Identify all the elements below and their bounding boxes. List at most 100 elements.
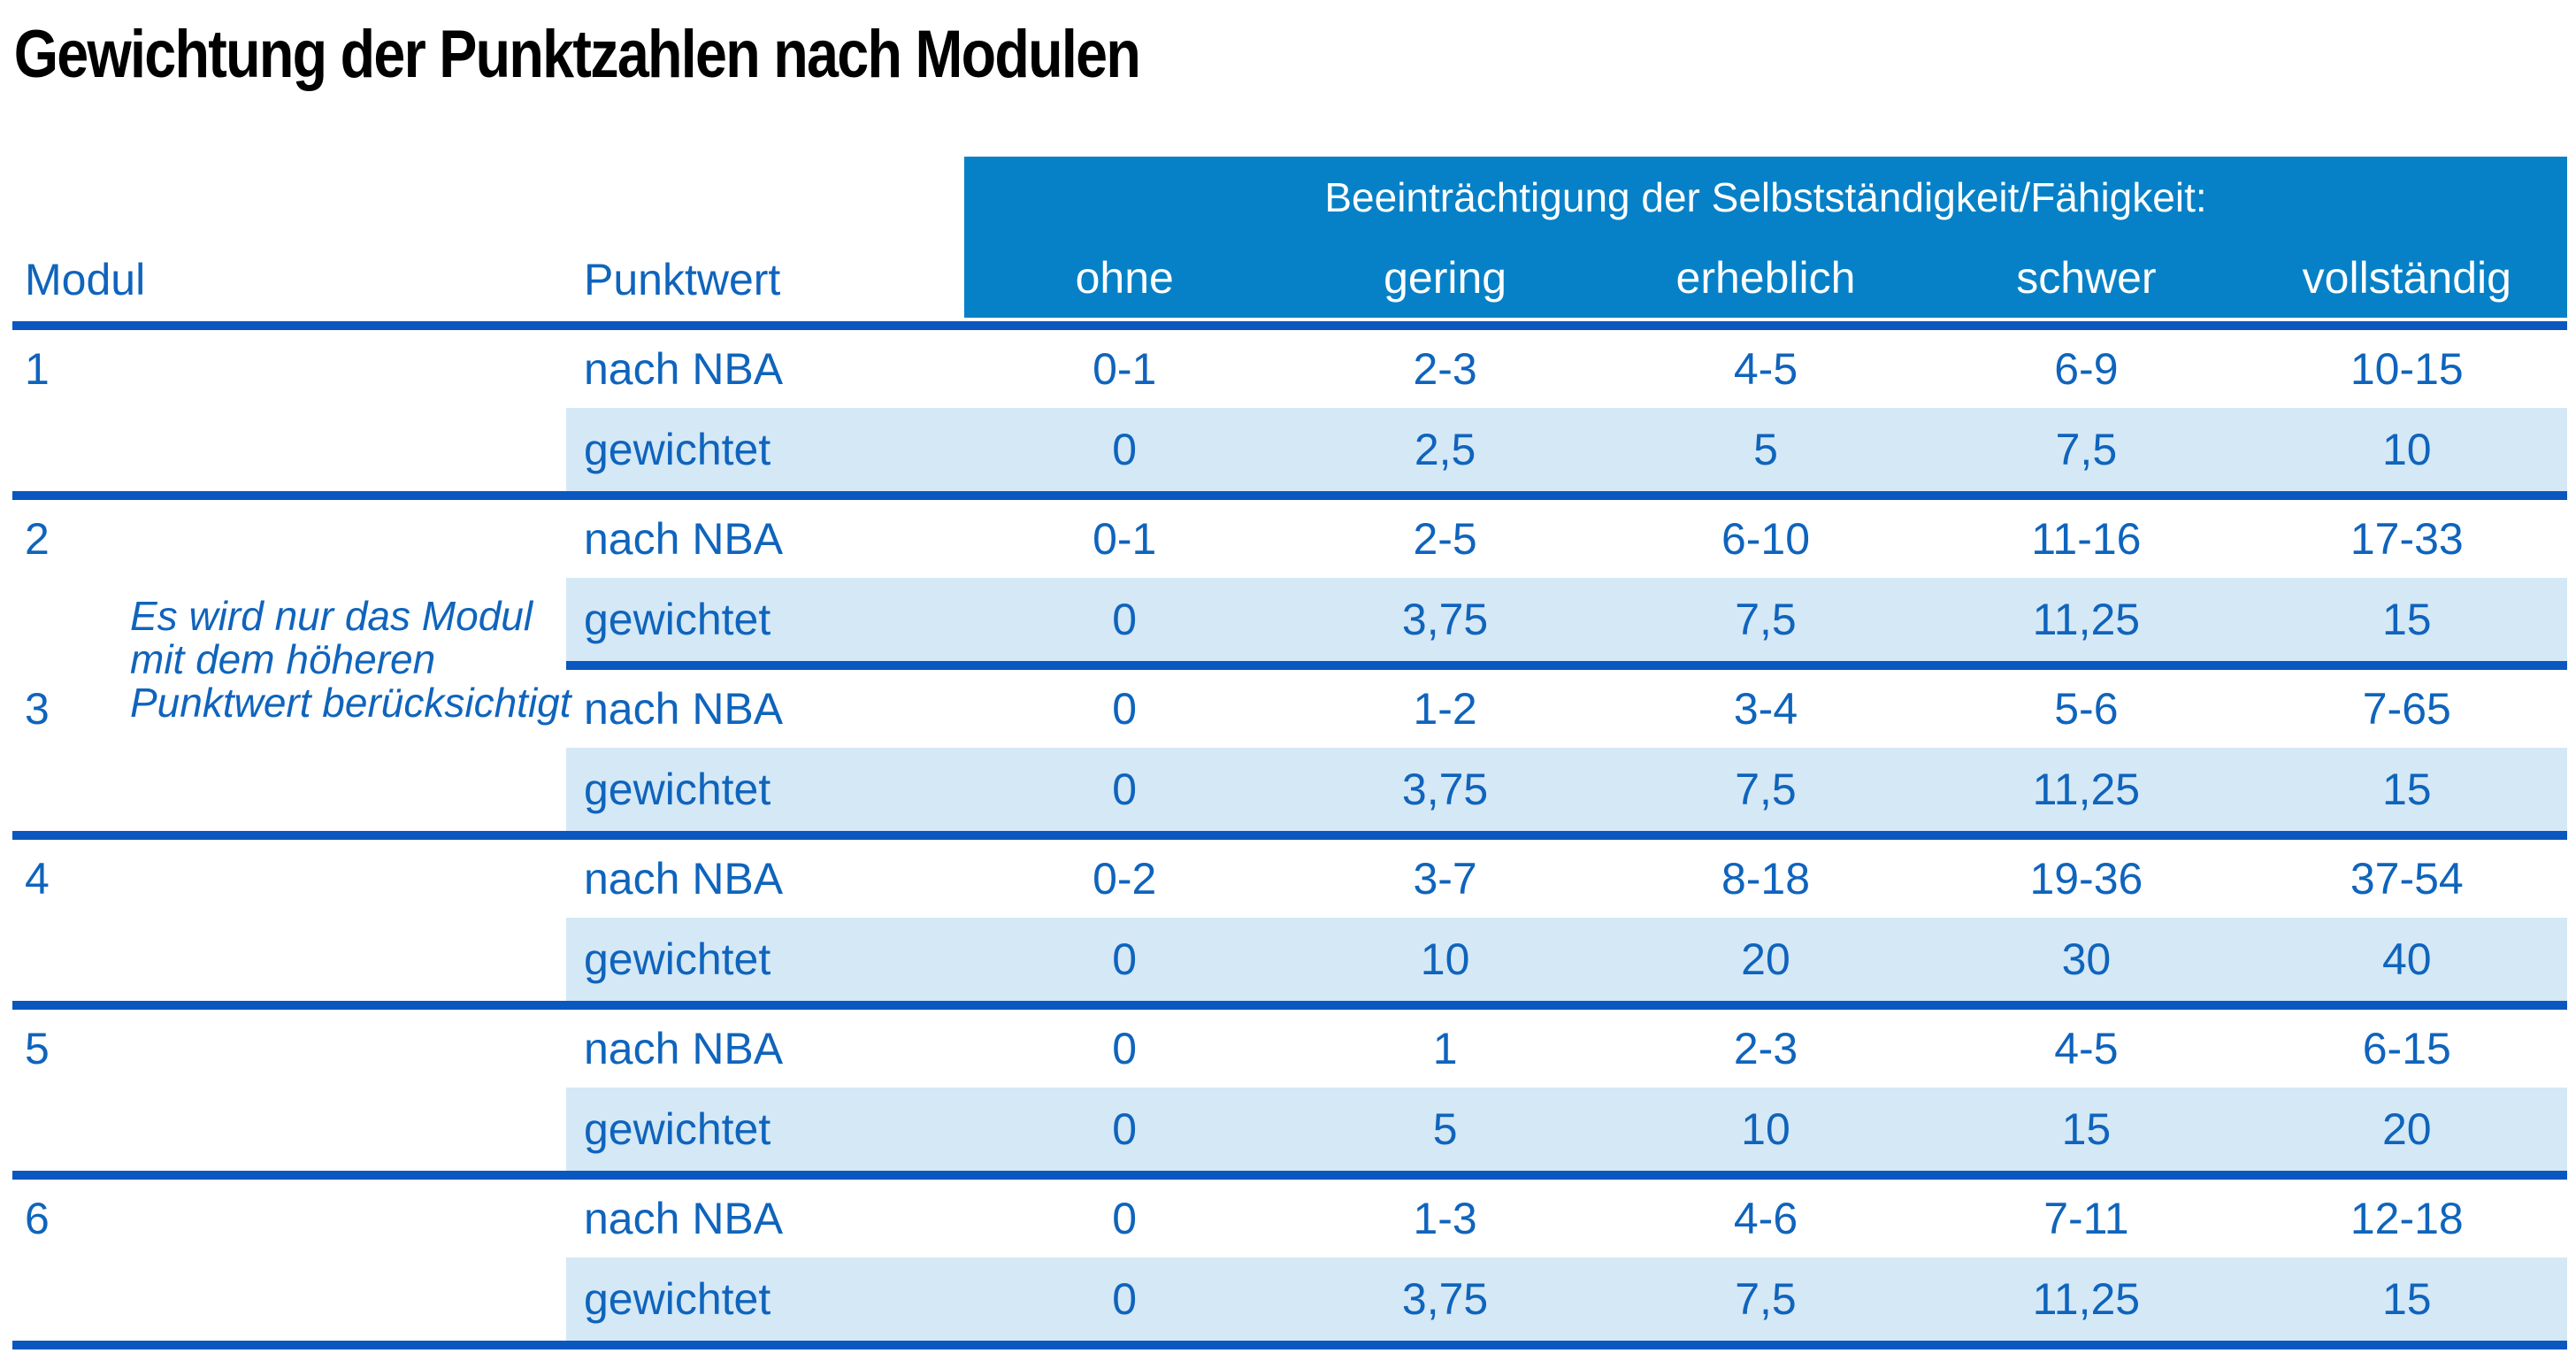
table-row-modul1-nach-nba: 1 nach NBA 0-1 2-3 4-5 6-9 10-15 [12,330,2567,408]
weighting-table: Beeinträchtigung der Selbstständigkeit/F… [12,157,2567,1349]
row-label-nach-nba: nach NBA [584,514,784,564]
score-cell: 4-5 [1733,344,1798,394]
score-cell: 7-11 [2043,1194,2129,1243]
score-cell: 0 [1112,684,1138,734]
score-cell: 37-54 [2350,854,2464,903]
score-cell: 6-10 [1721,514,1811,564]
row-label-nach-nba: nach NBA [584,1194,784,1243]
score-cell: 8-18 [1721,854,1811,903]
score-cell: 0-1 [1092,344,1157,394]
score-cell: 11,25 [1926,578,2247,661]
header-spacer [566,157,964,238]
score-cell: 15 [2246,1257,2567,1341]
score-cell: 3,75 [1284,578,1606,661]
row-label-gewichtet: gewichtet [566,578,964,661]
modul-spacer [12,918,566,1001]
table-row-modul4-gewichtet: gewichtet 0 10 20 30 40 [12,918,2567,1001]
score-cell: 1-2 [1413,684,1477,734]
modul-number: 5 [25,1024,50,1073]
table-row-modul4-nach-nba: 4 nach NBA 0-2 3-7 8-18 19-36 37-54 [12,840,2567,918]
score-cell: 7-65 [2362,684,2451,734]
table-row-modul5-nach-nba: 5 nach NBA 0 1 2-3 4-5 6-15 [12,1010,2567,1088]
row-label-nach-nba: nach NBA [584,1024,784,1073]
table-row-modul6-gewichtet: gewichtet 0 3,75 7,5 11,25 15 [12,1257,2567,1341]
score-cell: 7,5 [1605,578,1927,661]
score-cell: 6-15 [2362,1024,2451,1073]
score-cell: 7,5 [1926,408,2247,491]
row-label-gewichtet: gewichtet [566,748,964,831]
column-header-vollstaendig: vollständig [2246,238,2567,321]
score-cell: 1 [1432,1024,1458,1073]
modul-number: 1 [25,344,50,394]
score-cell: 0 [964,748,1285,831]
score-cell: 0 [964,408,1285,491]
score-cell: 0 [1112,1194,1138,1243]
header-spacer [12,157,566,238]
modul-spacer [12,1088,566,1171]
modul-spacer [12,408,566,491]
score-cell: 2-5 [1413,514,1477,564]
score-cell: 2-3 [1733,1024,1798,1073]
modul-number: 2 [25,514,50,564]
score-cell: 11,25 [1926,1257,2247,1341]
score-cell: 15 [2246,578,2567,661]
score-cell: 2,5 [1284,408,1606,491]
column-header-erheblich: erheblich [1605,238,1927,321]
table-header-band-row: Beeinträchtigung der Selbstständigkeit/F… [12,157,2567,238]
score-cell: 5 [1284,1088,1606,1171]
score-cell: 0-1 [1092,514,1157,564]
column-header-modul: Modul [25,255,146,304]
score-cell: 10 [1605,1088,1927,1171]
score-cell: 4-5 [2054,1024,2119,1073]
header-separator-line [12,321,2567,330]
column-header-schwer: schwer [1926,238,2247,321]
score-cell: 3,75 [1284,748,1606,831]
row-label-nach-nba: nach NBA [584,344,784,394]
score-cell: 3-7 [1413,854,1477,903]
page-title: Gewichtung der Punktzahlen nach Modulen [13,17,1141,92]
score-cell: 10-15 [2350,344,2464,394]
row-label-gewichtet: gewichtet [566,918,964,1001]
modul-number: 6 [25,1194,50,1243]
row-label-gewichtet: gewichtet [566,1257,964,1341]
score-cell: 6-9 [2054,344,2119,394]
score-cell: 0 [1112,1024,1138,1073]
score-cell: 3,75 [1284,1257,1606,1341]
table-row-modul2-nach-nba: 2 nach NBA 0-1 2-5 6-10 11-16 17-33 [12,500,2567,578]
row-label-gewichtet: gewichtet [566,408,964,491]
modul-spacer [12,748,566,831]
score-cell: 40 [2246,918,2567,1001]
table-row-modul3-gewichtet: gewichtet 0 3,75 7,5 11,25 15 [12,748,2567,831]
score-cell: 30 [1926,918,2247,1001]
score-cell: 12-18 [2350,1194,2464,1243]
band-header-label: Beeinträchtigung der Selbstständigkeit/F… [964,157,2567,238]
note-line: mit dem höheren [130,636,436,682]
score-cell: 0 [964,1088,1285,1171]
score-cell: 5-6 [2054,684,2119,734]
table-row-modul3-nach-nba: 3 nach NBA 0 1-2 3-4 5-6 7-65 [12,670,2567,748]
table-row-modul5-gewichtet: gewichtet 0 5 10 15 20 [12,1088,2567,1171]
table-column-header-row: Modul Punktwert ohne gering erheblich sc… [12,238,2567,321]
score-cell: 0 [964,578,1285,661]
table-bottom-line [12,1341,2567,1349]
modul-number: 3 [25,684,50,734]
score-cell: 2-3 [1413,344,1477,394]
score-cell: 7,5 [1605,748,1927,831]
score-cell: 10 [1284,918,1606,1001]
table-row-modul6-nach-nba: 6 nach NBA 0 1-3 4-6 7-11 12-18 [12,1180,2567,1257]
table-row-modul2-gewichtet: gewichtet 0 3,75 7,5 11,25 15 [12,578,2567,661]
score-cell: 3-4 [1733,684,1798,734]
score-cell: 4-6 [1733,1194,1798,1243]
score-cell: 5 [1605,408,1927,491]
score-cell: 11,25 [1926,748,2247,831]
module-separator-line [12,831,2567,840]
column-header-ohne: ohne [964,238,1285,321]
score-cell: 15 [2246,748,2567,831]
note-line: Es wird nur das Modul [130,593,533,639]
column-header-punktwert: Punktwert [584,255,781,304]
score-cell: 17-33 [2350,514,2464,564]
column-header-gering: gering [1284,238,1606,321]
score-cell: 1-3 [1413,1194,1477,1243]
module-separator-line [12,1001,2567,1010]
